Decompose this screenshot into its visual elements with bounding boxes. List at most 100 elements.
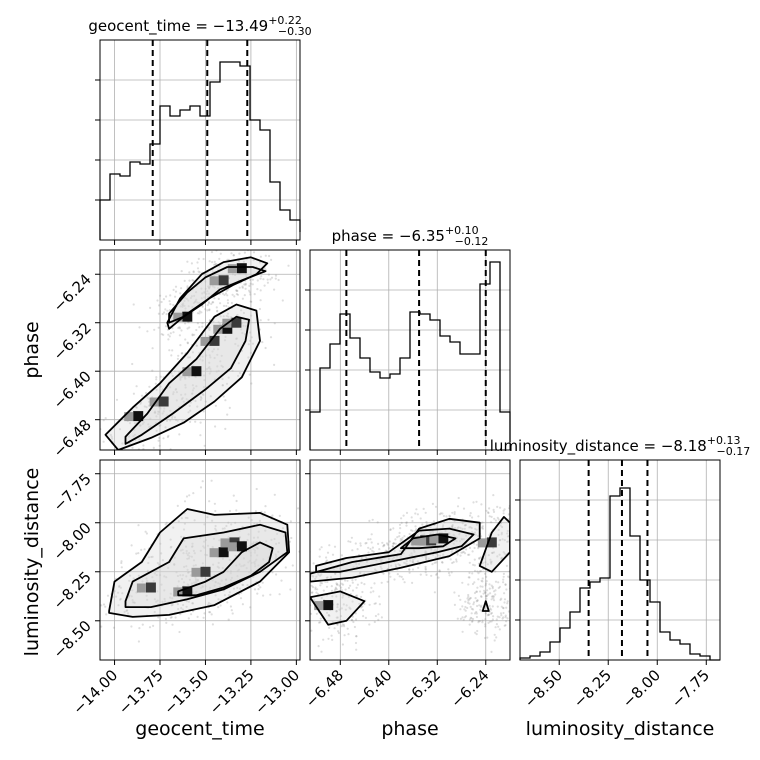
scatter-point <box>388 572 391 575</box>
scatter-point <box>214 581 217 584</box>
scatter-point <box>207 348 210 351</box>
scatter-point <box>158 574 162 577</box>
scatter-point <box>201 359 204 362</box>
scatter-point <box>138 627 141 630</box>
scatter-point <box>193 552 196 555</box>
scatter-point <box>361 590 364 594</box>
scatter-point <box>214 509 217 513</box>
scatter-point <box>248 289 251 292</box>
scatter-point <box>459 617 462 621</box>
scatter-point <box>419 517 422 520</box>
scatter-point <box>176 603 179 606</box>
scatter-point <box>203 379 206 382</box>
scatter-point <box>169 294 172 297</box>
scatter-point <box>153 572 156 575</box>
scatter-point <box>219 604 222 607</box>
scatter-point <box>480 503 483 506</box>
scatter-point <box>192 492 195 495</box>
scatter-point <box>213 584 216 587</box>
histogram-geocent-time <box>99 61 301 240</box>
scatter-point <box>222 304 226 307</box>
scatter-point <box>238 563 241 566</box>
scatter-point <box>191 392 194 395</box>
scatter-point <box>340 607 343 610</box>
scatter-point <box>305 565 307 567</box>
scatter-point <box>226 299 229 302</box>
scatter-point <box>464 615 468 618</box>
scatter-point <box>362 615 365 618</box>
scatter-point <box>496 555 499 558</box>
scatter-point <box>503 508 506 511</box>
histogram-luminosity-distance <box>519 487 720 661</box>
scatter-point <box>354 542 357 545</box>
density-cell <box>191 567 201 577</box>
scatter-point <box>224 583 227 586</box>
scatter-point <box>177 326 180 330</box>
scatter-point <box>497 528 500 532</box>
scatter-point <box>393 556 396 559</box>
scatter-point <box>331 553 335 556</box>
contour-fill <box>105 304 260 450</box>
scatter-point <box>118 585 121 589</box>
scatter-point <box>220 354 223 357</box>
scatter-point <box>133 422 136 425</box>
scatter-point <box>97 581 99 583</box>
scatter-point <box>459 608 462 611</box>
scatter-point <box>178 630 181 634</box>
scatter-point <box>165 621 168 625</box>
scatter-point <box>163 589 166 592</box>
scatter-point <box>356 583 359 586</box>
scatter-point <box>209 395 212 398</box>
scatter-point <box>133 433 136 436</box>
scatter-point <box>393 578 396 581</box>
scatter-point <box>359 544 362 547</box>
scatter-point <box>188 356 192 359</box>
scatter-point <box>400 521 403 525</box>
scatter-point <box>454 527 457 530</box>
scatter-point <box>149 306 152 309</box>
scatter-point <box>470 526 473 530</box>
scatter-point <box>490 562 493 565</box>
scatter-point <box>395 566 398 569</box>
scatter-point <box>188 555 191 558</box>
scatter-point <box>138 326 141 329</box>
scatter-point <box>246 584 249 587</box>
scatter-point <box>259 277 262 280</box>
scatter-point <box>476 586 479 589</box>
scatter-point <box>445 545 448 548</box>
scatter-point <box>431 502 434 505</box>
scatter-point <box>159 542 162 545</box>
scatter-point <box>188 271 191 274</box>
scatter-point <box>170 545 173 548</box>
scatter-point <box>260 275 263 278</box>
scatter-point <box>521 504 523 506</box>
scatter-point <box>139 424 142 427</box>
scatter-point <box>198 301 201 305</box>
scatter-point <box>207 603 210 606</box>
scatter-point <box>496 615 499 618</box>
scatter-point <box>145 391 148 395</box>
scatter-point <box>451 525 454 528</box>
scatter-point <box>359 571 362 574</box>
scatter-point <box>274 557 277 560</box>
scatter-point <box>463 552 467 555</box>
scatter-point <box>492 595 495 598</box>
scatter-point <box>201 392 204 396</box>
contour-fill <box>125 316 250 444</box>
scatter-point <box>355 618 358 621</box>
scatter-point <box>473 591 477 595</box>
scatter-point <box>506 532 509 535</box>
scatter-point <box>319 581 322 585</box>
scatter-point <box>369 538 372 541</box>
scatter-point <box>461 616 464 619</box>
density-peak <box>158 396 169 407</box>
frame-hist-phase <box>309 249 511 451</box>
scatter-point <box>452 542 455 545</box>
scatter-point <box>196 312 199 315</box>
scatter-point <box>377 542 380 546</box>
scatter-point <box>289 520 292 523</box>
scatter-point <box>203 274 206 277</box>
scatter-point <box>461 605 464 608</box>
scatter-point <box>190 613 193 616</box>
scatter-point <box>256 288 259 291</box>
